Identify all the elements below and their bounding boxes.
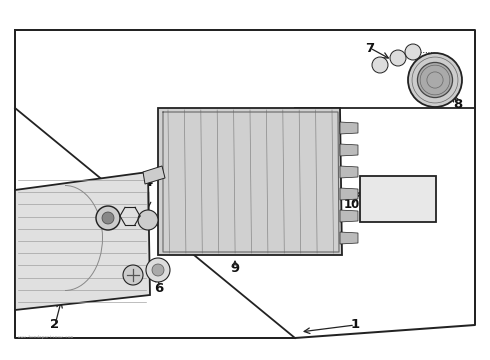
Polygon shape xyxy=(340,122,358,134)
Polygon shape xyxy=(340,232,358,244)
Text: 5: 5 xyxy=(122,284,130,297)
Polygon shape xyxy=(143,166,165,184)
Circle shape xyxy=(146,258,170,282)
Circle shape xyxy=(102,212,114,224)
Text: 2: 2 xyxy=(50,319,60,332)
Text: 7: 7 xyxy=(366,41,374,54)
Circle shape xyxy=(405,44,421,60)
Polygon shape xyxy=(158,108,342,255)
Text: 6: 6 xyxy=(154,282,164,294)
Polygon shape xyxy=(15,172,150,310)
Text: 8: 8 xyxy=(453,99,463,112)
Polygon shape xyxy=(340,210,358,222)
Circle shape xyxy=(123,265,143,285)
Circle shape xyxy=(417,62,453,98)
Text: 9: 9 xyxy=(230,261,240,274)
Circle shape xyxy=(390,50,406,66)
Text: www.hondapartsnow.com: www.hondapartsnow.com xyxy=(18,335,73,339)
Circle shape xyxy=(138,210,158,230)
Text: 1: 1 xyxy=(350,319,360,332)
Text: 4: 4 xyxy=(144,175,152,189)
Text: 10: 10 xyxy=(344,198,360,211)
Polygon shape xyxy=(340,144,358,156)
Polygon shape xyxy=(340,166,358,178)
Circle shape xyxy=(408,53,462,107)
Polygon shape xyxy=(340,188,358,200)
Text: 3: 3 xyxy=(83,202,93,215)
Circle shape xyxy=(152,264,164,276)
Circle shape xyxy=(372,57,388,73)
Circle shape xyxy=(96,206,120,230)
Text: 11: 11 xyxy=(119,195,137,208)
FancyBboxPatch shape xyxy=(360,176,436,222)
